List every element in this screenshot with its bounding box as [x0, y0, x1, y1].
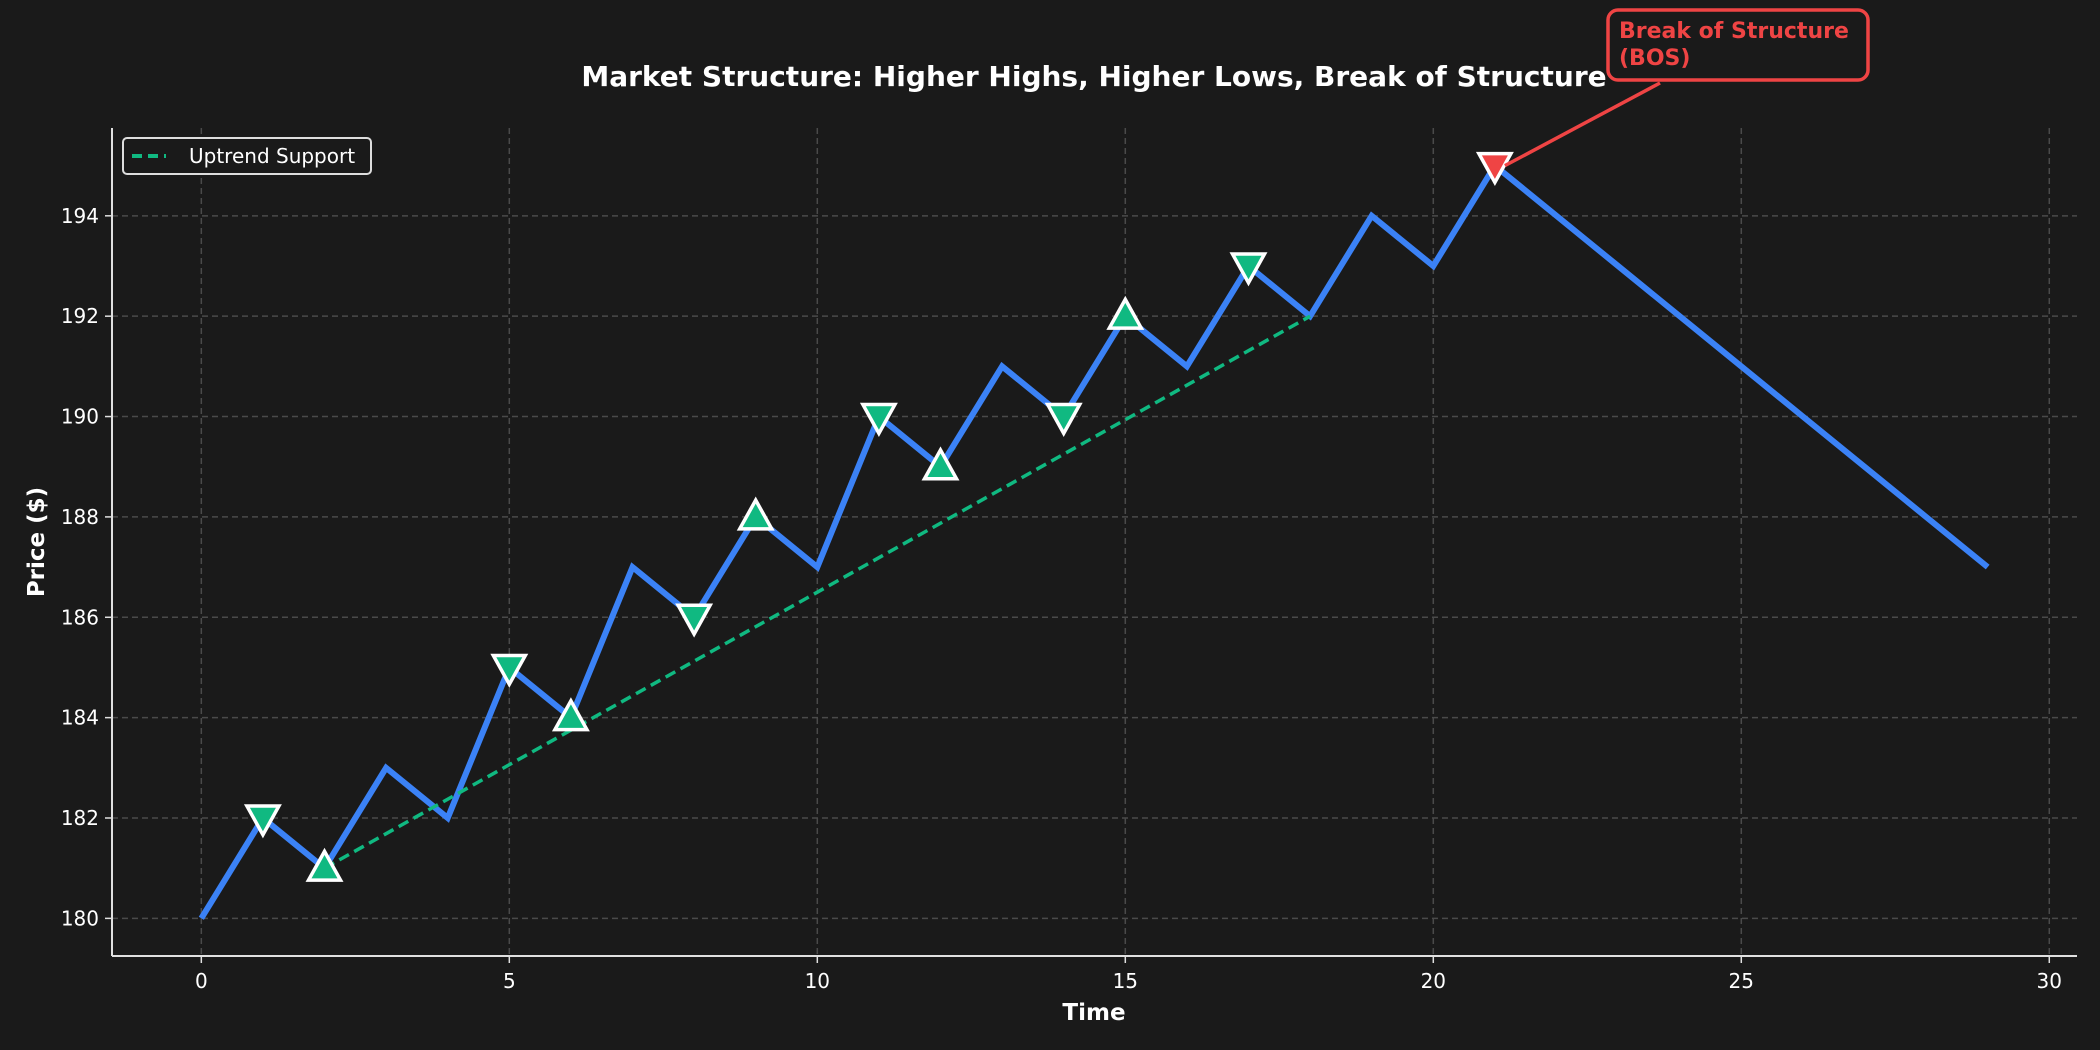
swing-low-marker [736, 496, 775, 531]
series [198, 161, 1990, 920]
swing-low-marker [551, 697, 590, 732]
y-tick-label: 194 [61, 204, 99, 228]
x-tick-label: 20 [1421, 969, 1446, 993]
swing-low-marker [305, 847, 344, 882]
y-tick-label: 186 [61, 605, 99, 629]
swing-high-marker [1229, 252, 1268, 287]
swing-high-marker [859, 402, 898, 437]
y-tick-label: 190 [61, 405, 99, 429]
x-tick-label: 25 [1729, 969, 1754, 993]
swing-high-marker [1044, 402, 1083, 437]
bos-label-line1: Break of Structure [1619, 19, 1849, 44]
markers [243, 151, 1514, 882]
swing-high-marker [675, 603, 714, 638]
swing-low-marker [921, 446, 960, 481]
price-line [198, 161, 1990, 920]
swing-low-marker [1106, 295, 1145, 330]
uptrend-support-line [323, 314, 1311, 870]
legend-label: Uptrend Support [189, 144, 355, 168]
bos-label-line2: (BOS) [1619, 46, 1690, 71]
swing-high-marker [490, 653, 529, 688]
grid [112, 128, 2077, 956]
legend: Uptrend Support [122, 137, 372, 175]
y-tick-label: 184 [61, 706, 99, 730]
y-axis-label: Price ($) [24, 487, 50, 597]
x-tick-label: 5 [503, 969, 516, 993]
axes: 0 5 10 15 20 25 30 180 182 184 186 188 190 192 194 [61, 128, 2077, 993]
bos-box [1606, 8, 1870, 82]
x-axis-label: Time [1062, 1000, 1125, 1026]
y-tick-label: 182 [61, 806, 99, 830]
x-tick-label: 30 [2037, 969, 2062, 993]
bos-annotation: Break of Structure (BOS) [1504, 8, 1870, 168]
x-tick-label: 10 [805, 969, 830, 993]
bos-marker [1475, 151, 1514, 187]
swing-high-marker [243, 804, 282, 839]
x-tick-label: 0 [195, 969, 208, 993]
y-tick-label: 180 [61, 906, 99, 930]
legend-box [122, 137, 372, 175]
y-tick-label: 192 [61, 304, 99, 328]
bos-arrow [1504, 81, 1661, 168]
y-tick-label: 188 [61, 505, 99, 529]
chart-title: Market Structure: Higher Highs, Higher L… [581, 60, 1606, 93]
x-tick-label: 15 [1113, 969, 1138, 993]
